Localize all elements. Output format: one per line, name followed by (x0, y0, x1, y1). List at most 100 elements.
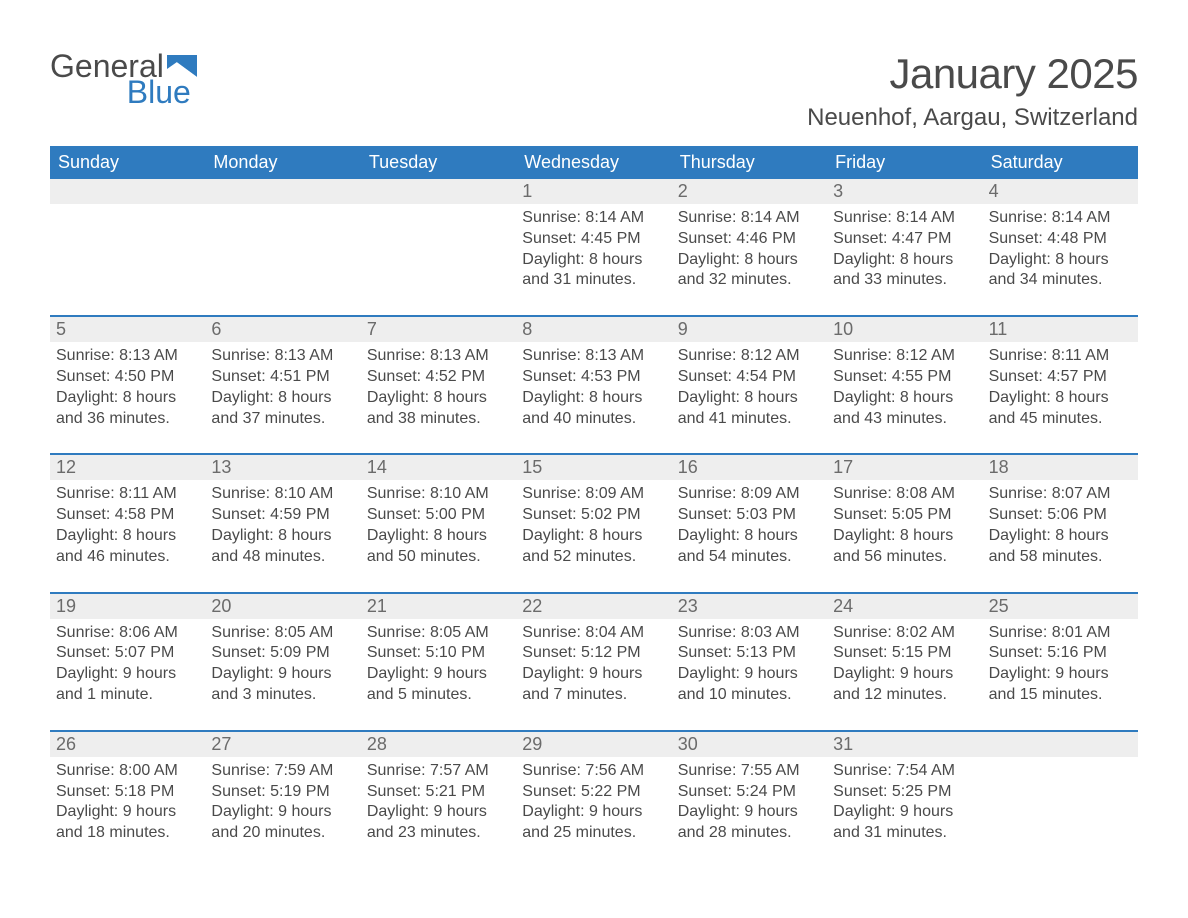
sunset-text: Sunset: 4:50 PM (56, 367, 199, 388)
sunrise-text: Sunrise: 8:13 AM (522, 346, 665, 367)
day-cell: Sunrise: 8:13 AMSunset: 4:53 PMDaylight:… (516, 342, 671, 453)
sunrise-text: Sunrise: 8:13 AM (211, 346, 354, 367)
sunrise-text: Sunrise: 8:01 AM (989, 623, 1132, 644)
sunrise-text: Sunrise: 8:04 AM (522, 623, 665, 644)
daylight-text: Daylight: 9 hours and 7 minutes. (522, 664, 665, 706)
day-cell: Sunrise: 7:56 AMSunset: 5:22 PMDaylight:… (516, 757, 671, 854)
sunset-text: Sunset: 5:13 PM (678, 643, 821, 664)
daylight-text: Daylight: 9 hours and 18 minutes. (56, 802, 199, 844)
sunrise-text: Sunrise: 8:13 AM (367, 346, 510, 367)
sunrise-text: Sunrise: 8:05 AM (211, 623, 354, 644)
sunrise-text: Sunrise: 8:12 AM (833, 346, 976, 367)
daylight-text: Daylight: 8 hours and 41 minutes. (678, 388, 821, 430)
sunset-text: Sunset: 5:09 PM (211, 643, 354, 664)
sunrise-text: Sunrise: 8:06 AM (56, 623, 199, 644)
calendar-week: 1234Sunrise: 8:14 AMSunset: 4:45 PMDayli… (50, 179, 1138, 315)
daycontent-row: Sunrise: 8:00 AMSunset: 5:18 PMDaylight:… (50, 757, 1138, 854)
sunset-text: Sunset: 4:55 PM (833, 367, 976, 388)
sunrise-text: Sunrise: 8:14 AM (678, 208, 821, 229)
sunset-text: Sunset: 5:12 PM (522, 643, 665, 664)
day-cell (50, 204, 205, 315)
day-cell: Sunrise: 8:03 AMSunset: 5:13 PMDaylight:… (672, 619, 827, 730)
day-cell: Sunrise: 8:06 AMSunset: 5:07 PMDaylight:… (50, 619, 205, 730)
sunrise-text: Sunrise: 8:03 AM (678, 623, 821, 644)
sunset-text: Sunset: 5:15 PM (833, 643, 976, 664)
day-cell: Sunrise: 8:05 AMSunset: 5:10 PMDaylight:… (361, 619, 516, 730)
daycontent-row: Sunrise: 8:06 AMSunset: 5:07 PM Daylight:… (50, 619, 1138, 730)
day-number: 9 (672, 317, 827, 342)
day-number: 3 (827, 179, 982, 204)
calendar: Sunday Monday Tuesday Wednesday Thursday… (50, 146, 1138, 854)
day-cell: Sunrise: 8:09 AMSunset: 5:03 PMDaylight:… (672, 480, 827, 591)
day-number: 4 (983, 179, 1138, 204)
day-cell: Sunrise: 8:14 AMSunset: 4:46 PMDaylight:… (672, 204, 827, 315)
sunrise-text: Sunrise: 7:59 AM (211, 761, 354, 782)
daycontent-row: Sunrise: 8:11 AMSunset: 4:58 PMDaylight:… (50, 480, 1138, 591)
day-number: 15 (516, 455, 671, 480)
sunrise-text: Sunrise: 8:09 AM (522, 484, 665, 505)
sunrise-text: Sunrise: 8:11 AM (56, 484, 199, 505)
sunset-text: Sunset: 5:00 PM (367, 505, 510, 526)
daylight-text: Daylight: 8 hours and 48 minutes. (211, 526, 354, 568)
location-subtitle: Neuenhof, Aargau, Switzerland (807, 104, 1138, 132)
daylight-text: Daylight: 9 hours and 20 minutes. (211, 802, 354, 844)
sunset-text: Sunset: 4:48 PM (989, 229, 1132, 250)
sunrise-text: Sunrise: 8:10 AM (367, 484, 510, 505)
day-number: 13 (205, 455, 360, 480)
day-number (50, 179, 205, 204)
weekday-thursday: Thursday (672, 146, 827, 179)
weekday-sunday: Sunday (50, 146, 205, 179)
daylight-text: Daylight: 9 hours and 15 minutes. (989, 664, 1132, 706)
sunset-text: Sunset: 5:03 PM (678, 505, 821, 526)
sunrise-text: Sunrise: 8:13 AM (56, 346, 199, 367)
daylight-text: Daylight: 9 hours and 5 minutes. (367, 664, 510, 706)
day-number: 23 (672, 594, 827, 619)
day-number: 27 (205, 732, 360, 757)
day-cell: Sunrise: 8:10 AMSunset: 4:59 PMDaylight:… (205, 480, 360, 591)
day-cell: Sunrise: 8:07 AMSunset: 5:06 PMDaylight:… (983, 480, 1138, 591)
sunrise-text: Sunrise: 8:02 AM (833, 623, 976, 644)
day-cell: Sunrise: 7:54 AMSunset: 5:25 PMDaylight:… (827, 757, 982, 854)
sunrise-text: Sunrise: 8:08 AM (833, 484, 976, 505)
sunset-text: Sunset: 4:51 PM (211, 367, 354, 388)
sunset-text: Sunset: 4:45 PM (522, 229, 665, 250)
day-cell: Sunrise: 8:14 AMSunset: 4:45 PMDaylight:… (516, 204, 671, 315)
daylight-text: Daylight: 8 hours and 40 minutes. (522, 388, 665, 430)
daylight-text: Daylight: 8 hours and 45 minutes. (989, 388, 1132, 430)
sunset-text: Sunset: 4:47 PM (833, 229, 976, 250)
day-cell: Sunrise: 8:13 AMSunset: 4:52 PMDaylight:… (361, 342, 516, 453)
daylight-text: Daylight: 9 hours and 28 minutes. (678, 802, 821, 844)
daynum-row: 19202122232425 (50, 594, 1138, 619)
sunrise-text: Sunrise: 7:57 AM (367, 761, 510, 782)
day-cell: Sunrise: 8:10 AMSunset: 5:00 PMDaylight:… (361, 480, 516, 591)
weekday-monday: Monday (205, 146, 360, 179)
sunrise-text: Sunrise: 8:11 AM (989, 346, 1132, 367)
daylight-text: Daylight: 8 hours and 38 minutes. (367, 388, 510, 430)
sunset-text: Sunset: 5:24 PM (678, 782, 821, 803)
sunset-text: Sunset: 4:57 PM (989, 367, 1132, 388)
day-cell: Sunrise: 7:55 AMSunset: 5:24 PMDaylight:… (672, 757, 827, 854)
daylight-text: Daylight: 8 hours and 36 minutes. (56, 388, 199, 430)
sunset-text: Sunset: 5:07 PM (56, 643, 199, 664)
daynum-row: 262728293031 (50, 732, 1138, 757)
sunrise-text: Sunrise: 8:07 AM (989, 484, 1132, 505)
daylight-text: Daylight: 9 hours and 3 minutes. (211, 664, 354, 706)
sunrise-text: Sunrise: 8:05 AM (367, 623, 510, 644)
sunset-text: Sunset: 4:53 PM (522, 367, 665, 388)
day-number: 26 (50, 732, 205, 757)
daycontent-row: Sunrise: 8:13 AMSunset: 4:50 PMDaylight:… (50, 342, 1138, 453)
title-block: January 2025 Neuenhof, Aargau, Switzerla… (807, 50, 1138, 132)
day-number: 18 (983, 455, 1138, 480)
day-cell: Sunrise: 8:08 AMSunset: 5:05 PMDaylight:… (827, 480, 982, 591)
day-cell (361, 204, 516, 315)
sunrise-text: Sunrise: 7:55 AM (678, 761, 821, 782)
sunset-text: Sunset: 4:52 PM (367, 367, 510, 388)
day-number: 31 (827, 732, 982, 757)
day-number: 29 (516, 732, 671, 757)
day-number: 8 (516, 317, 671, 342)
calendar-week: 19202122232425Sunrise: 8:06 AMSunset: 5:… (50, 592, 1138, 730)
day-number: 2 (672, 179, 827, 204)
daynum-row: 12131415161718 (50, 455, 1138, 480)
day-cell: Sunrise: 8:14 AMSunset: 4:47 PMDaylight:… (827, 204, 982, 315)
day-number: 11 (983, 317, 1138, 342)
